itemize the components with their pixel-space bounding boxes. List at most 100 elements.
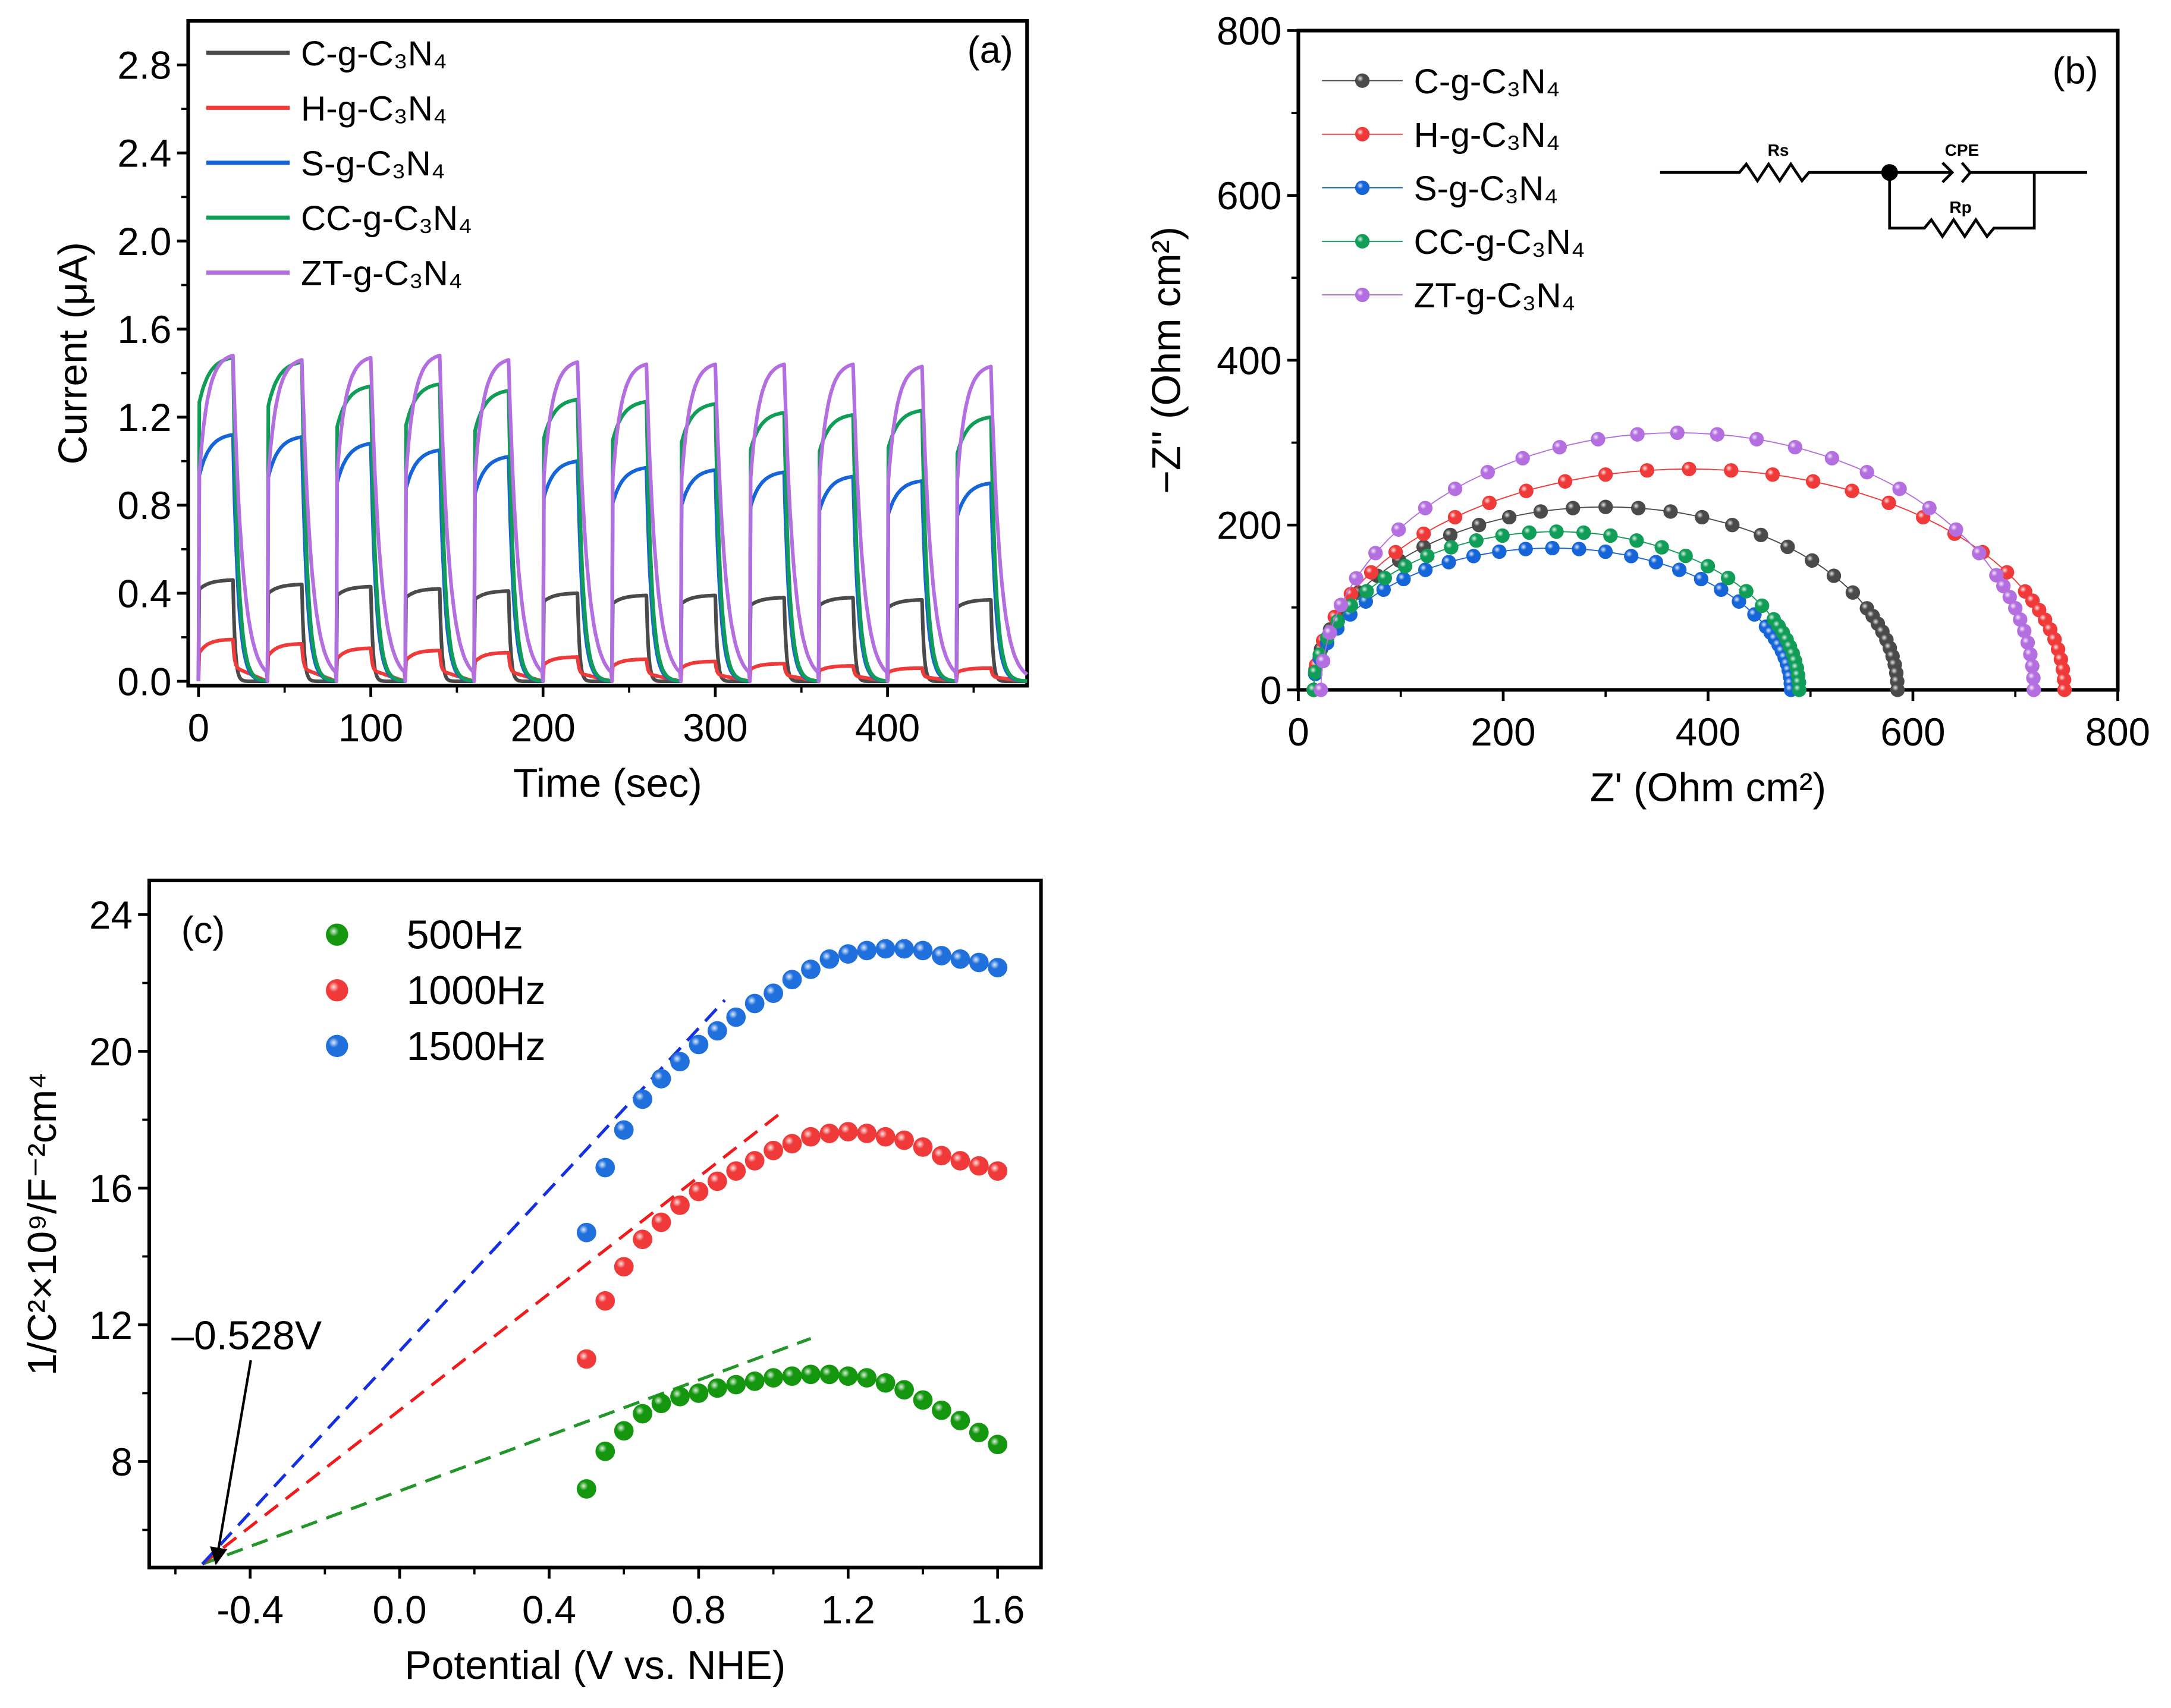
marker-highlight xyxy=(1447,482,1463,496)
data-point xyxy=(1710,427,1725,442)
data-point xyxy=(801,1127,821,1147)
cpe-element-icon xyxy=(1889,162,2087,184)
marker-highlight xyxy=(1552,440,1567,455)
marker-highlight xyxy=(1826,568,1842,583)
data-point xyxy=(1330,614,1345,629)
data-point xyxy=(595,1441,615,1461)
data-point xyxy=(1418,501,1433,515)
data-point xyxy=(726,1374,746,1395)
y-tick-label: 0.4 xyxy=(117,572,171,615)
marker-highlight xyxy=(782,1134,802,1154)
legend-marker xyxy=(326,979,348,1002)
marker-highlight xyxy=(1355,234,1370,249)
marker-highlight xyxy=(633,1229,652,1250)
data-point xyxy=(726,1161,746,1181)
marker-highlight xyxy=(2057,682,2072,697)
marker-highlight xyxy=(1469,533,1484,548)
data-point xyxy=(2023,647,2038,662)
marker-highlight xyxy=(950,1151,970,1171)
data-point xyxy=(1826,568,1842,583)
data-point xyxy=(764,983,783,1004)
marker-highlight xyxy=(838,1122,858,1141)
data-point xyxy=(744,993,765,1014)
data-point xyxy=(1472,518,1487,533)
data-point xyxy=(1996,578,2011,593)
x-tick-label: 200 xyxy=(511,706,576,750)
marker-highlight xyxy=(726,1007,746,1027)
marker-highlight xyxy=(801,1364,821,1385)
data-point xyxy=(1376,582,1391,597)
marker-highlight xyxy=(1377,571,1393,586)
marker-highlight xyxy=(2023,647,2038,662)
marker-highlight xyxy=(1972,546,1987,561)
marker-highlight xyxy=(1631,501,1646,515)
data-point xyxy=(932,1146,951,1166)
marker-highlight xyxy=(1355,180,1370,196)
marker-highlight xyxy=(670,1195,690,1215)
data-point xyxy=(1670,425,1685,441)
marker-highlight xyxy=(1522,525,1537,540)
marker-highlight xyxy=(576,1222,596,1243)
marker-highlight xyxy=(744,993,765,1014)
data-point xyxy=(1566,501,1581,515)
data-point xyxy=(950,949,970,969)
marker-highlight xyxy=(857,1124,877,1143)
marker-highlight xyxy=(988,1161,1008,1181)
marker-highlight xyxy=(1545,540,1560,556)
panel-label: (c) xyxy=(181,910,225,951)
marker-highlight xyxy=(1576,525,1591,540)
x-axis-label: Time (sec) xyxy=(513,762,702,806)
data-point xyxy=(1845,585,1861,600)
data-point xyxy=(614,1421,634,1441)
x-axis-label: Z' (Ohm cm²) xyxy=(1590,766,1826,810)
data-point xyxy=(857,940,877,961)
marker-highlight xyxy=(1672,562,1687,577)
marker-highlight xyxy=(1694,571,1709,587)
marker-highlight xyxy=(782,970,802,990)
legend-label: 1500Hz xyxy=(407,1024,546,1069)
marker-highlight xyxy=(2017,624,2032,638)
data-point xyxy=(707,1378,727,1398)
x-tick-label: 1.2 xyxy=(821,1588,875,1631)
y-tick-label: 24 xyxy=(89,894,133,937)
x-tick-label: 0.4 xyxy=(522,1588,576,1631)
data-point xyxy=(1624,549,1639,564)
marker-highlight xyxy=(1792,682,1806,697)
data-point xyxy=(969,1423,989,1442)
x-tick-label: 400 xyxy=(855,706,920,750)
marker-highlight xyxy=(326,1034,348,1058)
marker-highlight xyxy=(1368,546,1383,561)
marker-highlight xyxy=(1566,501,1581,515)
data-point xyxy=(1466,549,1481,564)
marker-highlight xyxy=(1441,555,1456,570)
marker-highlight xyxy=(1363,565,1379,580)
x-tick-label: 0 xyxy=(1287,710,1309,754)
series-line-ztgcn xyxy=(196,353,1029,683)
data-point xyxy=(801,960,821,979)
marker-highlight xyxy=(1695,509,1710,525)
marker-highlight xyxy=(932,946,951,965)
marker-highlight xyxy=(1845,585,1861,600)
data-point xyxy=(689,1181,709,1201)
marker-highlight xyxy=(326,923,348,946)
marker-highlight xyxy=(1648,555,1663,570)
y-axis-label: 1/C²×10⁹/F⁻²cm⁴ xyxy=(20,1072,65,1376)
legend-marker xyxy=(326,1034,348,1058)
data-point xyxy=(1922,501,1937,515)
marker-highlight xyxy=(1732,594,1746,609)
marker-highlight xyxy=(707,1378,727,1398)
marker-highlight xyxy=(1598,467,1613,482)
marker-highlight xyxy=(1624,549,1639,564)
data-point xyxy=(614,1257,634,1277)
data-point xyxy=(894,939,914,959)
marker-highlight xyxy=(1343,587,1358,602)
data-point xyxy=(1349,571,1363,586)
y-tick-label: 12 xyxy=(89,1304,133,1347)
data-point xyxy=(1420,548,1435,564)
data-point xyxy=(595,1291,615,1311)
y-tick-label: 800 xyxy=(1217,10,1281,53)
data-point xyxy=(576,1349,596,1369)
annotation-arrow-icon xyxy=(210,1360,252,1565)
data-point xyxy=(633,1229,652,1250)
data-point xyxy=(1396,571,1411,587)
